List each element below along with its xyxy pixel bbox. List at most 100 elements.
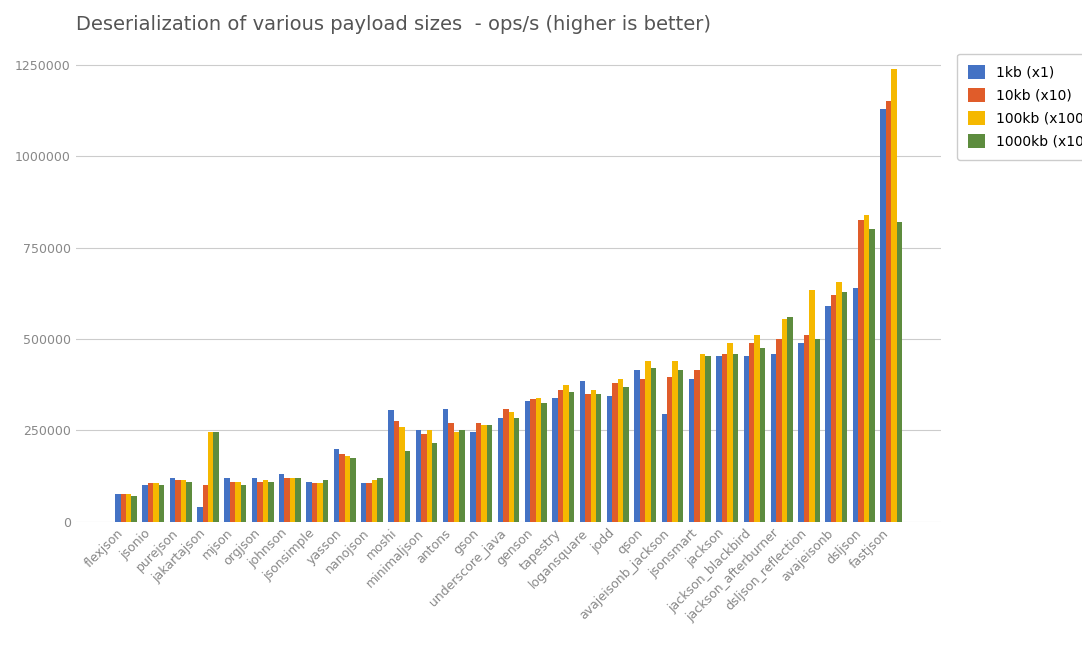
Bar	[126, 494, 132, 522]
Bar	[530, 399, 536, 522]
Bar	[317, 484, 322, 522]
Bar	[498, 417, 503, 522]
Bar	[678, 370, 684, 522]
Bar	[263, 480, 268, 522]
Bar	[154, 484, 159, 522]
Bar	[591, 390, 596, 522]
Bar	[279, 474, 285, 522]
Bar	[869, 229, 874, 522]
Bar	[673, 361, 678, 522]
Bar	[367, 484, 372, 522]
Bar	[749, 343, 754, 522]
Bar	[580, 381, 585, 522]
Bar	[536, 397, 541, 522]
Bar	[639, 379, 645, 522]
Bar	[471, 432, 476, 522]
Bar	[197, 507, 202, 522]
Bar	[831, 295, 836, 522]
Bar	[770, 354, 776, 522]
Bar	[853, 288, 858, 522]
Bar	[115, 494, 120, 522]
Bar	[421, 434, 426, 522]
Bar	[143, 485, 148, 522]
Bar	[306, 482, 312, 522]
Bar	[432, 444, 437, 522]
Bar	[607, 396, 612, 522]
Bar	[241, 485, 247, 522]
Bar	[815, 339, 820, 522]
Legend: 1kb (x1), 10kb (x10), 100kb (x100), 1000kb (x1000): 1kb (x1), 10kb (x10), 100kb (x100), 1000…	[956, 54, 1082, 160]
Bar	[788, 317, 793, 522]
Bar	[202, 485, 208, 522]
Bar	[132, 496, 137, 522]
Bar	[700, 354, 705, 522]
Bar	[120, 494, 126, 522]
Bar	[295, 478, 301, 522]
Bar	[351, 458, 356, 522]
Bar	[514, 417, 519, 522]
Bar	[268, 482, 274, 522]
Text: Deserialization of various payload sizes  - ops/s (higher is better): Deserialization of various payload sizes…	[76, 15, 711, 34]
Bar	[612, 383, 618, 522]
Bar	[880, 109, 885, 522]
Bar	[897, 222, 902, 522]
Bar	[186, 482, 192, 522]
Bar	[564, 385, 569, 522]
Bar	[634, 370, 639, 522]
Bar	[448, 423, 453, 522]
Bar	[569, 392, 575, 522]
Bar	[426, 430, 432, 522]
Bar	[339, 454, 344, 522]
Bar	[863, 215, 869, 522]
Bar	[229, 482, 235, 522]
Bar	[557, 390, 564, 522]
Bar	[476, 423, 481, 522]
Bar	[618, 379, 623, 522]
Bar	[826, 306, 831, 522]
Bar	[552, 397, 557, 522]
Bar	[285, 478, 290, 522]
Bar	[290, 478, 295, 522]
Bar	[667, 377, 673, 522]
Bar	[541, 403, 546, 522]
Bar	[809, 290, 815, 522]
Bar	[754, 335, 760, 522]
Bar	[208, 432, 213, 522]
Bar	[716, 355, 722, 522]
Bar	[312, 484, 317, 522]
Bar	[842, 292, 847, 522]
Bar	[743, 355, 749, 522]
Bar	[378, 478, 383, 522]
Bar	[415, 430, 421, 522]
Bar	[394, 421, 399, 522]
Bar	[235, 482, 241, 522]
Bar	[760, 348, 765, 522]
Bar	[487, 425, 492, 522]
Bar	[733, 354, 738, 522]
Bar	[799, 343, 804, 522]
Bar	[509, 412, 514, 522]
Bar	[372, 480, 378, 522]
Bar	[776, 339, 782, 522]
Bar	[689, 379, 695, 522]
Bar	[695, 370, 700, 522]
Bar	[722, 354, 727, 522]
Bar	[405, 450, 410, 522]
Bar	[650, 369, 656, 522]
Bar	[782, 319, 788, 522]
Bar	[361, 484, 367, 522]
Bar	[388, 410, 394, 522]
Bar	[443, 409, 448, 522]
Bar	[705, 355, 711, 522]
Bar	[623, 387, 629, 522]
Bar	[525, 401, 530, 522]
Bar	[661, 414, 667, 522]
Bar	[804, 335, 809, 522]
Bar	[727, 343, 733, 522]
Bar	[836, 282, 842, 522]
Bar	[460, 430, 465, 522]
Bar	[170, 478, 175, 522]
Bar	[481, 425, 487, 522]
Bar	[503, 409, 509, 522]
Bar	[224, 478, 229, 522]
